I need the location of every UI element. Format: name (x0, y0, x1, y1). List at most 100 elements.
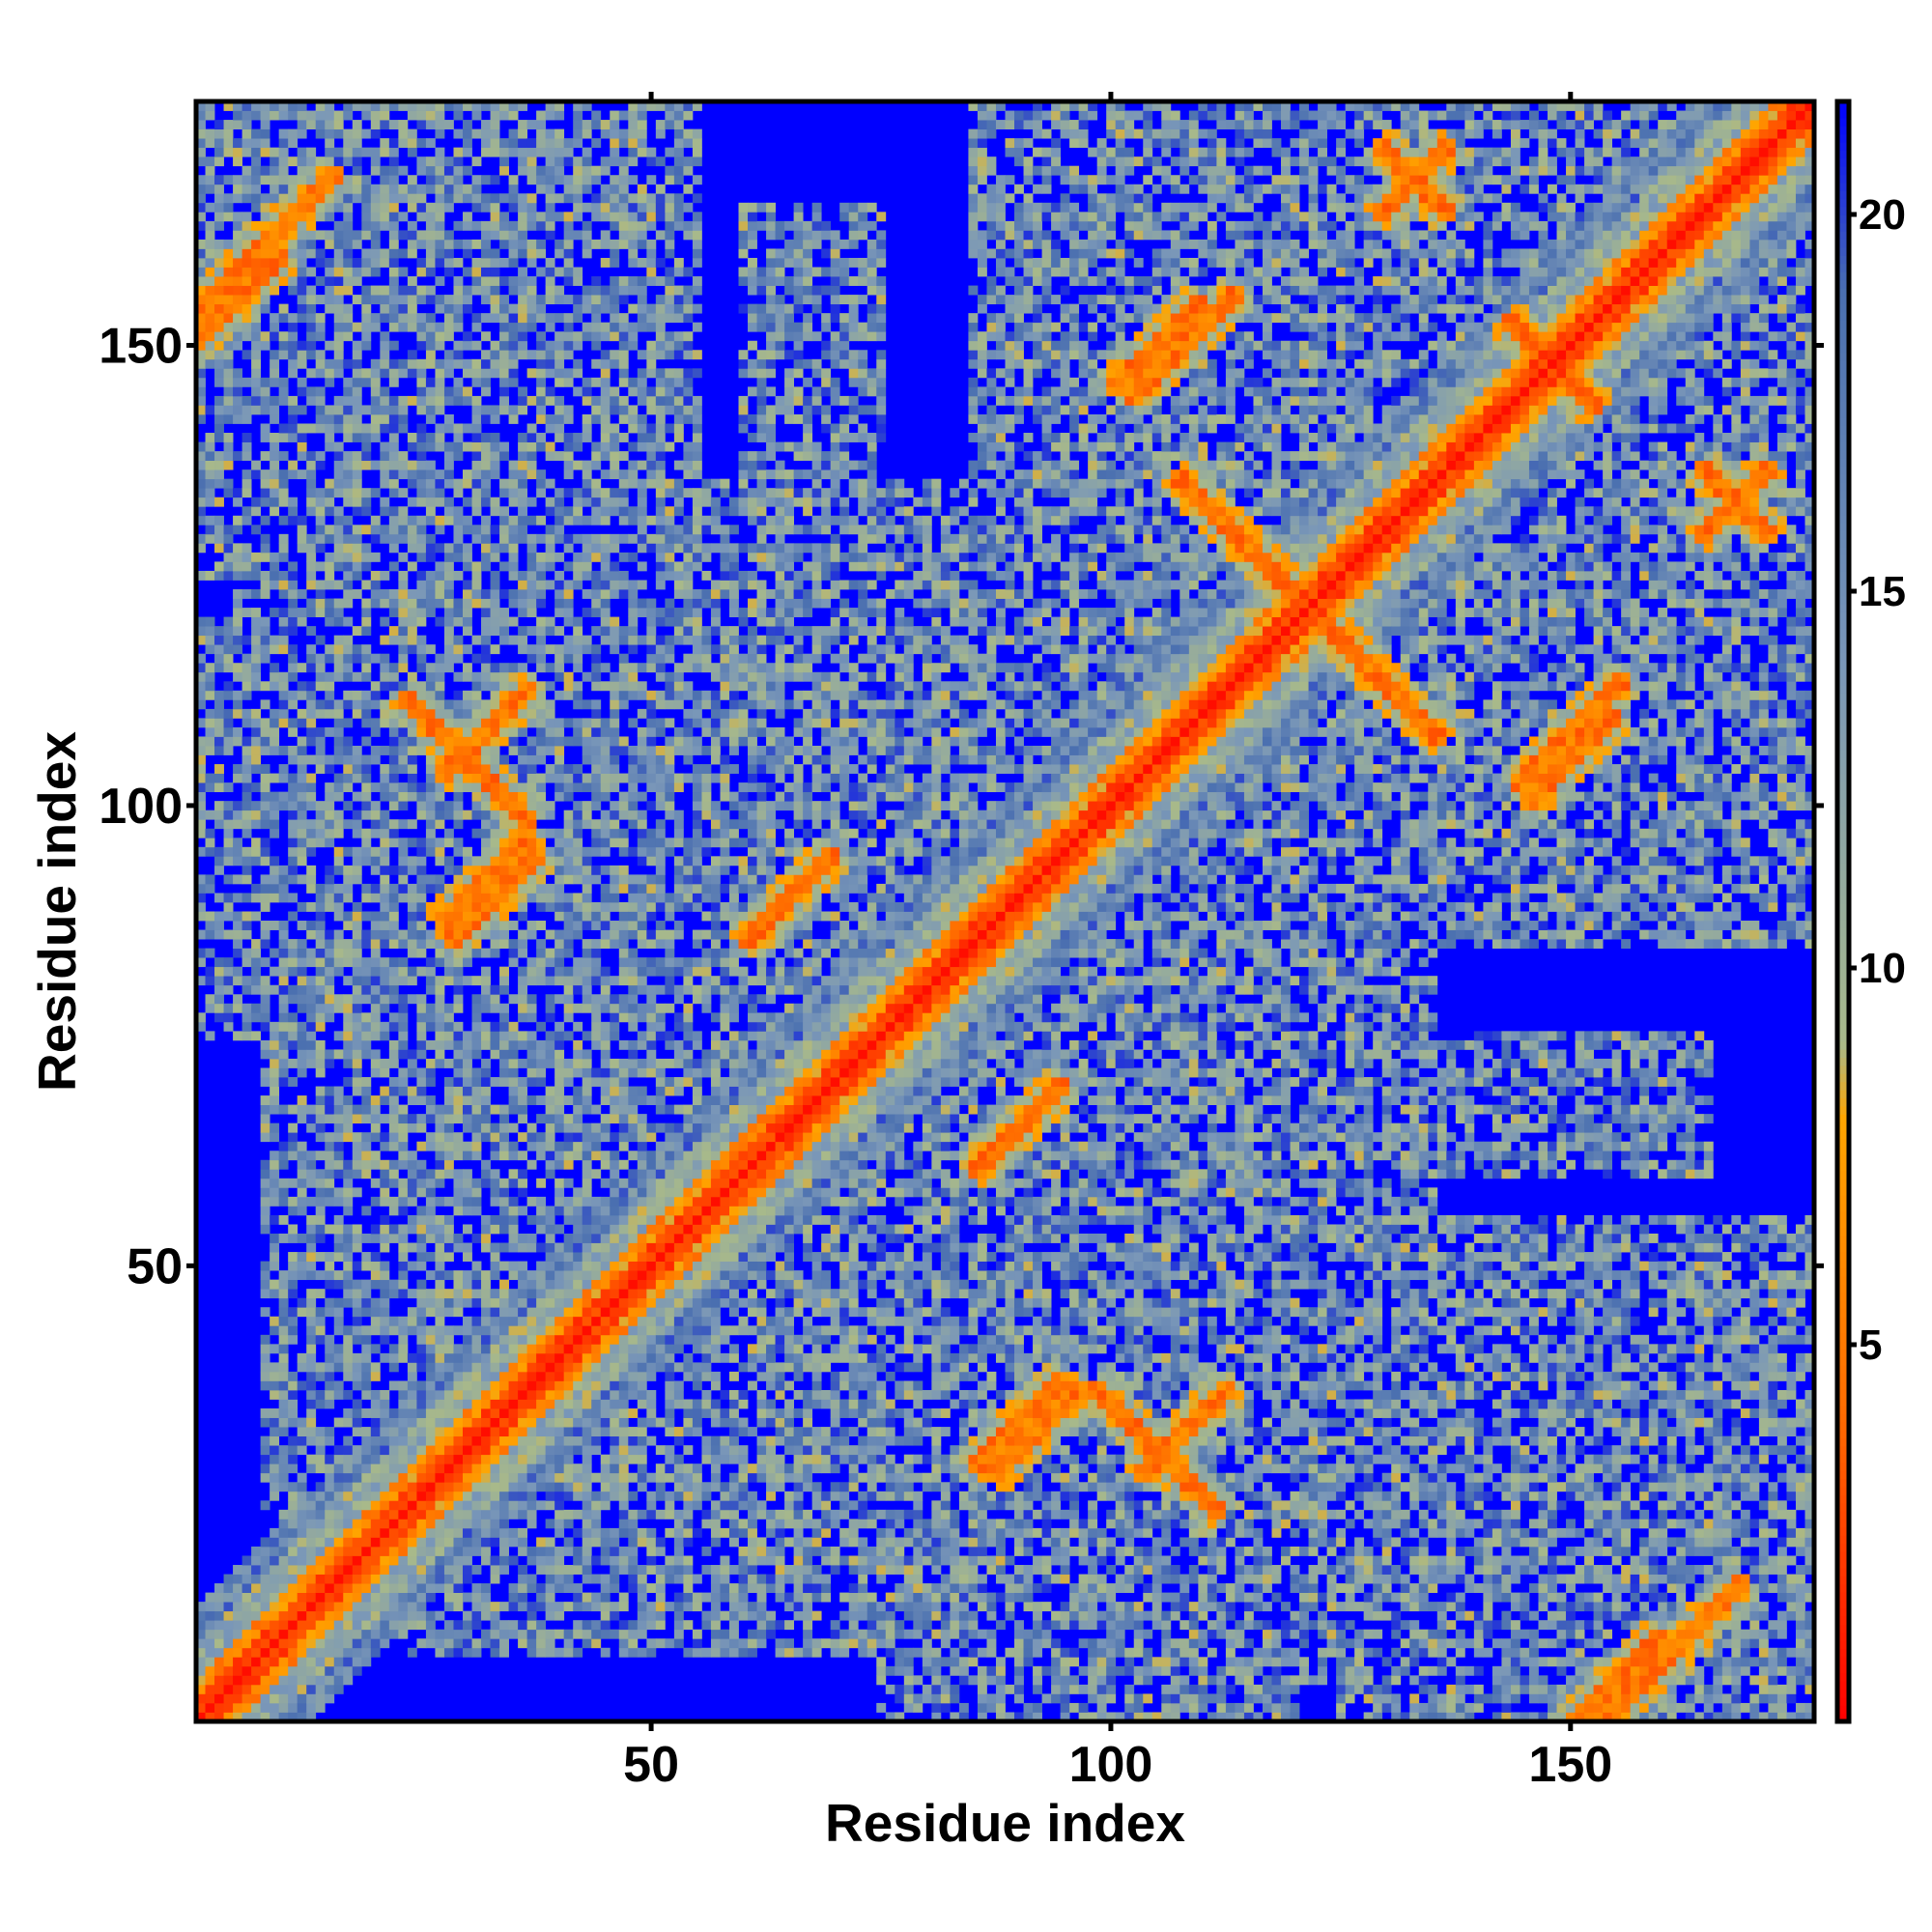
heatmap-cell (380, 350, 390, 360)
heatmap-cell (508, 1104, 519, 1115)
heatmap-cell (270, 1187, 280, 1198)
heatmap-cell (545, 681, 555, 692)
heatmap-cell (333, 451, 344, 462)
heatmap-cell (545, 1362, 555, 1373)
heatmap-cell (416, 681, 427, 692)
heatmap-cell (435, 128, 445, 139)
heatmap-cell (545, 663, 555, 673)
heatmap-cell (297, 156, 307, 167)
heatmap-cell (471, 267, 482, 277)
heatmap-cell (499, 921, 509, 930)
heatmap-cell (425, 1206, 436, 1216)
heatmap-cell (462, 810, 472, 820)
heatmap-cell (370, 690, 381, 700)
heatmap-cell (333, 893, 344, 903)
heatmap-cell (333, 1196, 344, 1207)
heatmap-cell (545, 313, 555, 324)
heatmap-cell (352, 1077, 362, 1087)
heatmap-cell (407, 184, 417, 194)
heatmap-cell (453, 726, 464, 737)
heatmap-cell (536, 1620, 547, 1631)
heatmap-cell (462, 552, 472, 562)
heatmap-cell (361, 423, 372, 434)
heatmap-cell (416, 340, 427, 351)
heatmap-cell (416, 1325, 427, 1336)
heatmap-cell (481, 413, 491, 424)
heatmap-cell (223, 377, 234, 387)
heatmap-cell (388, 377, 399, 387)
heatmap-cell (361, 488, 372, 498)
heatmap-cell (233, 147, 242, 157)
heatmap-cell (545, 1297, 555, 1308)
heatmap-cell (425, 1114, 436, 1124)
heatmap-cell (306, 184, 317, 194)
heatmap-cell (270, 671, 280, 682)
heatmap-cell (278, 1151, 289, 1161)
heatmap-cell (380, 303, 390, 314)
heatmap-cell (416, 239, 427, 249)
heatmap-cell (499, 1196, 509, 1207)
heatmap-cell (508, 1141, 519, 1151)
heatmap-cell (518, 791, 528, 802)
heatmap-cell (270, 1693, 280, 1704)
heatmap-cell (288, 801, 298, 811)
heatmap-cell (370, 1509, 381, 1520)
heatmap-cell (233, 921, 242, 930)
heatmap-cell (453, 1289, 464, 1299)
heatmap-cell (370, 948, 381, 958)
heatmap-cell (435, 929, 445, 940)
heatmap-cell (270, 1565, 280, 1575)
heatmap-cell (205, 644, 215, 655)
heatmap-cell (526, 644, 537, 655)
heatmap-cell (407, 128, 417, 139)
heatmap-cell (471, 718, 482, 728)
heatmap-cell (214, 929, 224, 940)
heatmap-cell (233, 230, 242, 241)
heatmap-cell (545, 156, 555, 167)
heatmap-cell (398, 791, 409, 802)
heatmap-cell (260, 1344, 270, 1354)
heatmap-cell (343, 801, 354, 811)
heatmap-cell (518, 441, 528, 452)
heatmap-cell (407, 239, 417, 249)
heatmap-cell (490, 984, 500, 995)
heatmap-cell (361, 1527, 372, 1538)
heatmap-cell (416, 901, 427, 912)
heatmap-cell (297, 1196, 307, 1207)
heatmap-cell (325, 1196, 335, 1207)
heatmap-cell (536, 865, 547, 875)
heatmap-cell (297, 764, 307, 774)
heatmap-cell (297, 1602, 307, 1612)
heatmap-cell (435, 736, 445, 747)
heatmap-cell (251, 663, 262, 673)
heatmap-cell (471, 856, 482, 867)
heatmap-cell (435, 147, 445, 157)
heatmap-cell (333, 957, 344, 968)
heatmap-cell (196, 368, 206, 379)
heatmap-cell (443, 1242, 454, 1253)
heatmap-cell (278, 570, 289, 581)
heatmap-cell (508, 699, 519, 710)
heatmap-cell (288, 1104, 298, 1115)
heatmap-cell (196, 1638, 206, 1649)
heatmap-cell (545, 1316, 555, 1326)
heatmap-cell (453, 929, 464, 940)
heatmap-cell (288, 1638, 298, 1649)
heatmap-cell (526, 1463, 537, 1474)
heatmap-cell (223, 138, 234, 149)
heatmap-cell (223, 616, 234, 627)
heatmap-cell (315, 543, 326, 554)
heatmap-cell (352, 1086, 362, 1096)
heatmap-cell (453, 1491, 464, 1501)
heatmap-cell (471, 469, 482, 480)
heatmap-cell (325, 101, 335, 111)
heatmap-cell (471, 506, 482, 517)
heatmap-cell (518, 608, 528, 617)
heatmap-cell (361, 846, 372, 857)
heatmap-cell (425, 156, 436, 167)
heatmap-cell (288, 1151, 298, 1161)
heatmap-cell (545, 1399, 555, 1409)
heatmap-cell (260, 451, 270, 462)
heatmap-cell (306, 1509, 317, 1520)
heatmap-cell (435, 718, 445, 728)
